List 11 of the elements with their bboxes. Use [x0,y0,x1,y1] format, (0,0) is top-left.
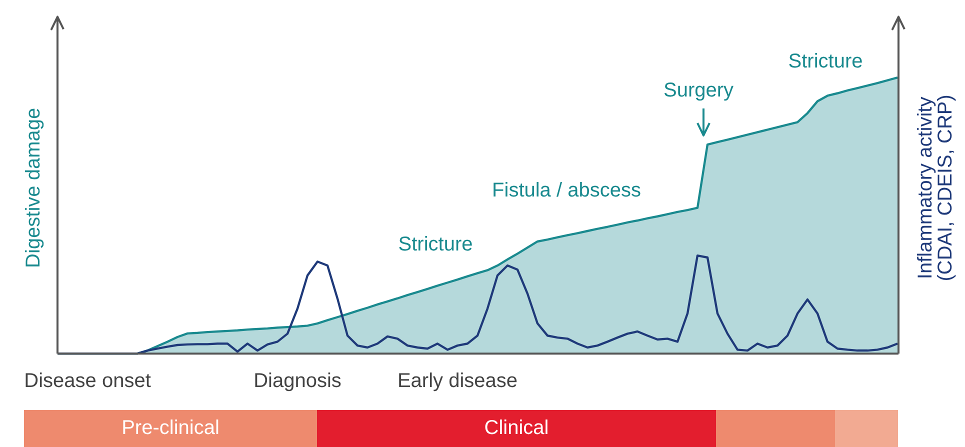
x-tick-label: Early disease [397,370,518,392]
y-axis-title: Digestive damage [22,108,44,268]
x-tick-label: Disease onset [24,370,152,392]
picture-phase-bar: Pre-clinical [24,410,317,447]
picture-phase-bar: Clinical [317,410,716,447]
annotation: Stricture [398,234,473,256]
y2-axis-title: Inflammatory activity (CDAI, CDEIS, CRP) [914,94,956,282]
text: Stricture [788,50,863,73]
x-tick-label: Diagnosis [254,370,342,392]
annotation: Fistula / abscess [492,180,641,202]
annotation: Surgery [663,79,734,102]
